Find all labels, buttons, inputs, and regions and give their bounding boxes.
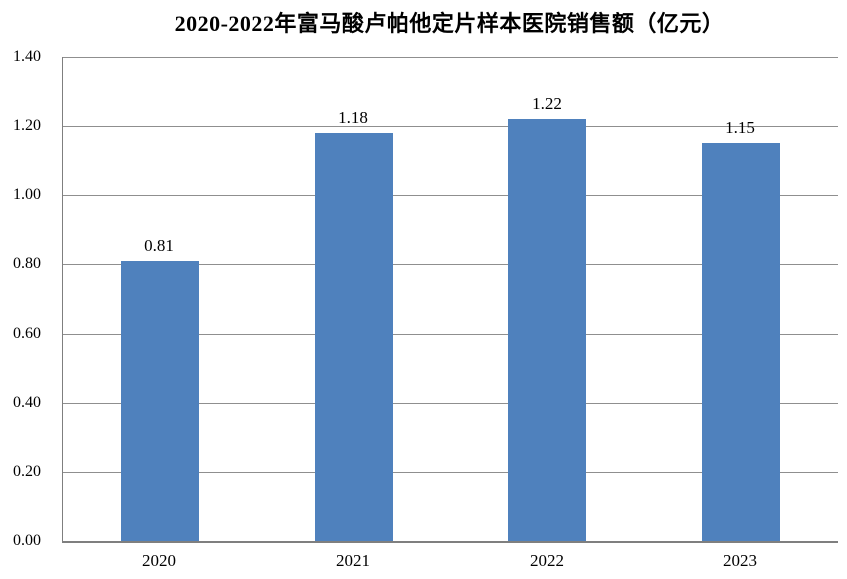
y-axis-tick-label: 1.00 <box>13 186 41 203</box>
gridline <box>63 126 838 127</box>
bar-2020 <box>121 261 199 541</box>
bar-2022 <box>508 119 586 541</box>
gridline <box>63 472 838 473</box>
y-axis-tick-label: 0.60 <box>13 325 41 342</box>
chart-title: 2020-2022年富马酸卢帕他定片样本医院销售额（亿元） <box>174 11 725 36</box>
y-axis-tick-label: 0.80 <box>13 255 41 272</box>
y-axis-tick-label: 0.00 <box>13 532 41 549</box>
y-axis-tick-label: 1.20 <box>13 117 41 134</box>
x-axis-category-label: 2022 <box>530 551 564 570</box>
gridline <box>63 195 838 196</box>
bar-2023 <box>702 143 780 541</box>
x-axis-category-label: 2020 <box>142 551 176 570</box>
bar-value-label: 0.81 <box>144 236 174 255</box>
bar-2021 <box>315 133 393 541</box>
gridline <box>63 57 838 58</box>
bar-value-label: 1.22 <box>532 94 562 113</box>
y-axis-tick-label: 0.40 <box>13 394 41 411</box>
x-axis-category-label: 2023 <box>723 551 757 570</box>
gridline <box>63 264 838 265</box>
gridline <box>63 403 838 404</box>
x-axis-category-label: 2021 <box>336 551 370 570</box>
y-axis-tick-label: 1.40 <box>13 48 41 65</box>
gridline <box>63 334 838 335</box>
y-axis-tick-label: 0.20 <box>13 463 41 480</box>
plot-area <box>62 57 838 543</box>
bar-value-label: 1.15 <box>725 118 755 137</box>
bar-value-label: 1.18 <box>338 108 368 127</box>
